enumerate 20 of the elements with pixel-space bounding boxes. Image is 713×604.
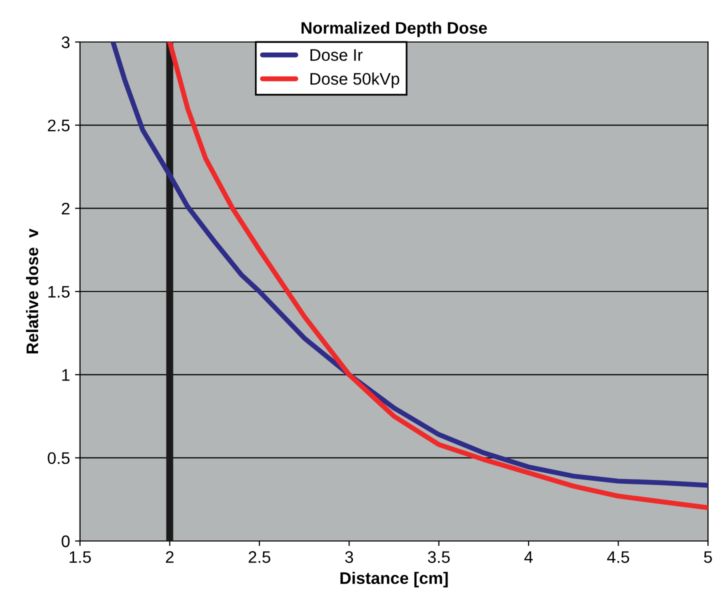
legend-label: Dose Ir [310, 49, 363, 61]
x-tick-label: 4.5 [607, 551, 630, 563]
x-axis-title: Distance [cm] [340, 572, 448, 588]
x-tick-label: 2.5 [248, 551, 270, 563]
x-tick-label: 1.5 [70, 551, 91, 563]
x-tick-label: 3 [345, 551, 354, 563]
y-tick-label: 3 [62, 36, 70, 48]
x-tick-label: 3.5 [428, 551, 450, 563]
y-tick-label: 1.5 [48, 286, 70, 298]
y-tick-label: 0.5 [48, 452, 70, 464]
x-tick-label: 4 [524, 551, 533, 563]
x-tick-label: 5 [704, 551, 712, 563]
x-tick-label: 2 [166, 551, 174, 563]
chart-title: Normalized Depth Dose [302, 22, 487, 38]
y-tick-label: 0 [62, 535, 70, 548]
legend-label: Dose 50kVp [310, 72, 400, 88]
y-axis-title: Relative dose v [26, 228, 38, 354]
y-tick-label: 2 [62, 202, 70, 214]
y-tick-label: 1 [62, 369, 70, 381]
y-tick-label: 2.5 [48, 120, 70, 132]
